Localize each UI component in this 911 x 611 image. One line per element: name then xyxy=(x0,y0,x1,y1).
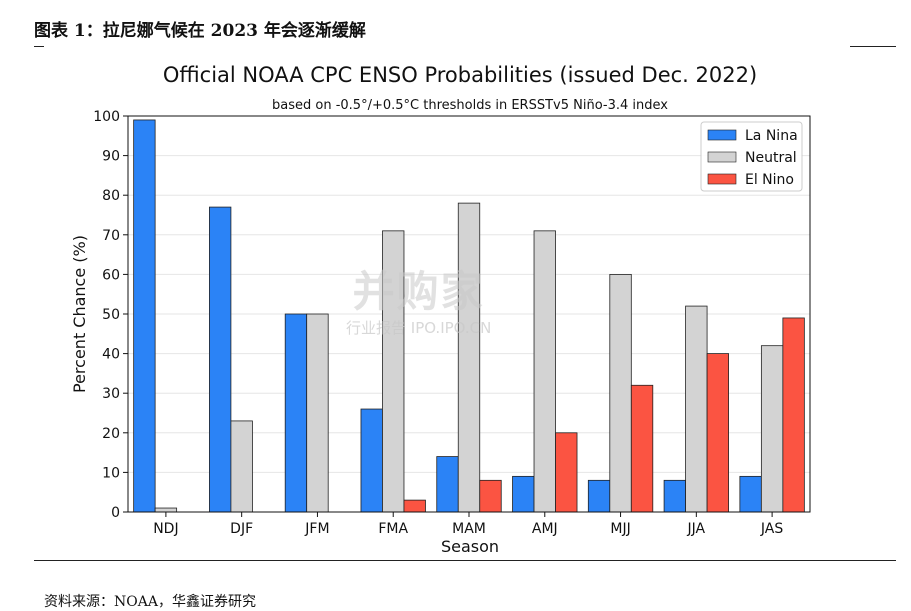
y-tick-label: 20 xyxy=(102,426,120,442)
x-tick-label-jfm: JFM xyxy=(304,521,329,537)
x-tick-label-amj: AMJ xyxy=(532,521,558,537)
y-tick-label: 90 xyxy=(102,149,120,165)
x-tick-label-mam: MAM xyxy=(452,521,486,537)
x-tick-label-mjj: MJJ xyxy=(610,521,630,537)
enso-probability-chart: Official NOAA CPC ENSO Probabilities (is… xyxy=(70,63,811,556)
x-axis-label: Season xyxy=(441,537,499,556)
bar-la-nina-mjj xyxy=(587,479,611,513)
bar-la-nina-jas xyxy=(739,475,762,513)
x-tick-label-ndj: NDJ xyxy=(153,521,178,537)
bar-la-nina-ndj xyxy=(133,119,156,513)
chart-subtitle: based on -0.5°/+0.5°C thresholds in ERSS… xyxy=(272,98,668,113)
bottom-rule xyxy=(34,560,896,561)
x-tick-label-jja: JJA xyxy=(687,521,706,537)
y-tick-label: 70 xyxy=(102,228,120,244)
x-tick-label-jas: JAS xyxy=(760,521,783,537)
bar-neutral-djf xyxy=(230,420,253,513)
y-tick-label: 80 xyxy=(102,188,120,204)
y-tick-label: 40 xyxy=(102,347,120,363)
source-note: 资料来源：NOAA，华鑫证券研究 xyxy=(44,594,256,610)
axes-group: 0 10 20 30 40 50 60 70 80 90 100 NDJ DJF JFM FMA MAM AMJ… xyxy=(93,109,811,537)
bar-el-nino-amj xyxy=(555,432,578,513)
bar-el-nino-mam xyxy=(479,479,502,513)
bar-el-nino-fma xyxy=(403,499,426,513)
bar-el-nino-mjj xyxy=(630,384,654,513)
y-tick-label: 100 xyxy=(93,109,120,125)
y-tick-label: 30 xyxy=(102,386,120,402)
top-rule-gap xyxy=(44,44,850,48)
y-tick-label: 50 xyxy=(102,307,120,323)
bar-el-nino-jja xyxy=(706,353,729,513)
legend-label-neutral: Neutral xyxy=(745,150,797,166)
bar-neutral-ndj xyxy=(154,507,178,513)
bar-la-nina-djf xyxy=(209,206,232,513)
bar-la-nina-amj xyxy=(512,475,535,513)
x-tick-label-djf: DJF xyxy=(230,521,253,537)
bar-la-nina-jfm xyxy=(284,313,308,513)
bar-neutral-amj xyxy=(533,230,556,513)
y-axis-label: Percent Chance (%) xyxy=(70,235,89,393)
legend-swatch-el-nino xyxy=(707,173,737,185)
bars-group xyxy=(133,119,805,513)
bar-neutral-mam xyxy=(457,202,481,513)
legend-swatch-neutral xyxy=(707,151,737,163)
bar-el-nino-jas xyxy=(782,317,805,513)
legend-label-el-nino: El Nino xyxy=(745,172,794,188)
y-tick-label: 0 xyxy=(111,505,120,521)
bar-neutral-jfm xyxy=(306,313,329,513)
bar-neutral-jas xyxy=(760,345,784,513)
legend-label-la-nina: La Nina xyxy=(745,128,798,144)
y-tick-label: 60 xyxy=(102,267,120,283)
bar-la-nina-mam xyxy=(436,456,459,513)
bar-neutral-mjj xyxy=(609,273,632,513)
y-tick-label: 10 xyxy=(102,465,120,481)
bar-neutral-jja xyxy=(685,305,708,513)
bar-la-nina-fma xyxy=(360,408,383,513)
chart-title: Official NOAA CPC ENSO Probabilities (is… xyxy=(163,63,757,87)
x-tick-label-fma: FMA xyxy=(378,521,408,537)
figure-caption: 图表 1：拉尼娜气候在 2023 年会逐渐缓解 xyxy=(34,21,366,41)
bar-la-nina-jja xyxy=(663,479,686,513)
legend-swatch-la-nina xyxy=(707,129,737,141)
legend: La Nina Neutral El Nino xyxy=(700,121,803,192)
bar-neutral-fma xyxy=(382,230,405,513)
